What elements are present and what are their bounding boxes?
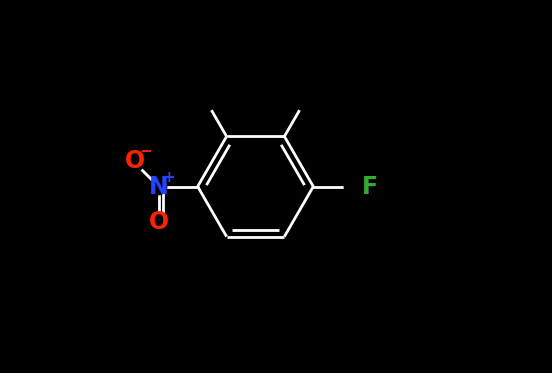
Circle shape — [344, 178, 360, 195]
Circle shape — [199, 94, 215, 111]
Circle shape — [127, 155, 144, 172]
Text: F: F — [362, 175, 378, 198]
Text: +: + — [162, 170, 175, 185]
Text: −: − — [139, 144, 152, 159]
Text: O: O — [125, 149, 145, 173]
Text: O: O — [148, 210, 168, 234]
Circle shape — [150, 214, 167, 230]
Circle shape — [150, 178, 167, 195]
Circle shape — [296, 94, 312, 111]
Text: N: N — [148, 175, 168, 198]
